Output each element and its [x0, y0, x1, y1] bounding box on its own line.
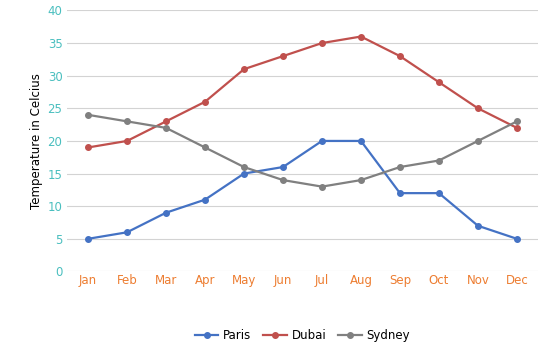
- Paris: [397, 191, 403, 195]
- Sydney: [475, 139, 481, 143]
- Paris: [357, 139, 364, 143]
- Dubai: [163, 119, 169, 124]
- Dubai: [280, 54, 286, 58]
- Paris: [280, 165, 286, 169]
- Paris: [85, 237, 92, 241]
- Dubai: [397, 54, 403, 58]
- Line: Dubai: Dubai: [85, 34, 519, 150]
- Sydney: [201, 145, 208, 150]
- Paris: [319, 139, 325, 143]
- Sydney: [319, 184, 325, 189]
- Line: Sydney: Sydney: [85, 112, 519, 189]
- Paris: [241, 172, 248, 176]
- Paris: [201, 198, 208, 202]
- Sydney: [280, 178, 286, 182]
- Sydney: [85, 113, 92, 117]
- Paris: [436, 191, 442, 195]
- Dubai: [85, 145, 92, 150]
- Dubai: [436, 80, 442, 84]
- Dubai: [475, 106, 481, 110]
- Paris: [475, 224, 481, 228]
- Paris: [513, 237, 520, 241]
- Sydney: [241, 165, 248, 169]
- Dubai: [201, 100, 208, 104]
- Sydney: [163, 126, 169, 130]
- Sydney: [513, 119, 520, 124]
- Paris: [124, 230, 130, 235]
- Legend: Paris, Dubai, Sydney: Paris, Dubai, Sydney: [190, 324, 415, 347]
- Dubai: [124, 139, 130, 143]
- Line: Paris: Paris: [85, 138, 519, 242]
- Sydney: [357, 178, 364, 182]
- Dubai: [241, 67, 248, 71]
- Dubai: [513, 126, 520, 130]
- Paris: [163, 211, 169, 215]
- Dubai: [319, 41, 325, 45]
- Sydney: [436, 158, 442, 163]
- Sydney: [397, 165, 403, 169]
- Dubai: [357, 34, 364, 39]
- Sydney: [124, 119, 130, 124]
- Y-axis label: Temperature in Celcius: Temperature in Celcius: [31, 73, 43, 209]
